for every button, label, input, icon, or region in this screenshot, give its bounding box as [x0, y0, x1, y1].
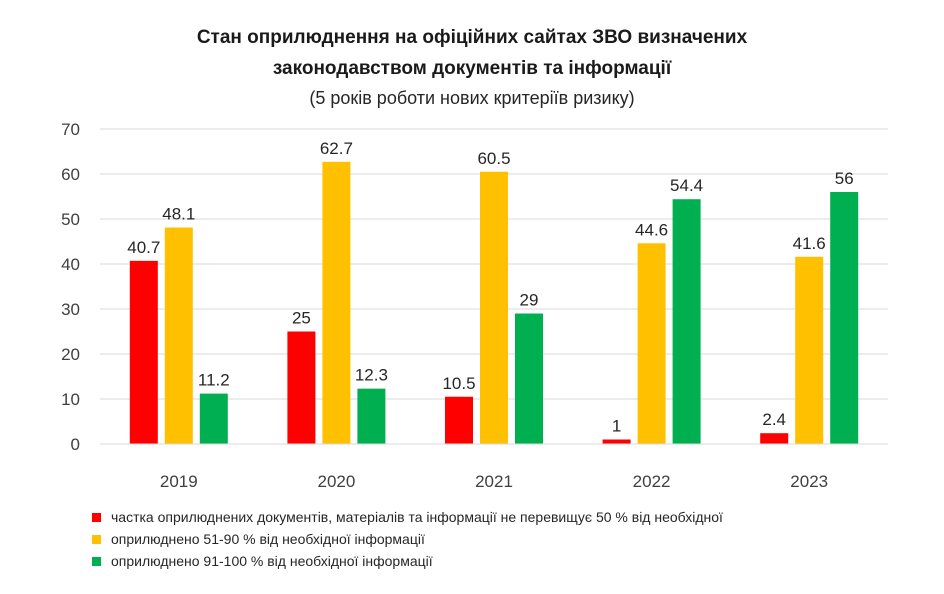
data-label: 40.7: [127, 238, 160, 257]
data-label: 54.4: [670, 176, 703, 195]
legend-label: частка оприлюднених документів, матеріал…: [111, 509, 723, 525]
bar: [322, 161, 351, 444]
x-tick-label: 2020: [317, 472, 355, 491]
bar: [164, 227, 193, 444]
chart-legend: частка оприлюднених документів, матеріал…: [92, 506, 723, 572]
data-label: 48.1: [162, 205, 195, 224]
legend-label: оприлюднено 91-100 % від необхідної інфо…: [111, 553, 433, 569]
data-label: 25: [292, 309, 311, 328]
data-label: 10.5: [442, 374, 475, 393]
bar: [637, 243, 666, 444]
data-label: 2.4: [762, 410, 786, 429]
legend-label: оприлюднено 51-90 % від необхідної інфор…: [111, 531, 425, 547]
bar: [795, 256, 824, 444]
y-tick-label: 60: [61, 165, 80, 184]
bar: [760, 433, 789, 444]
data-label: 29: [520, 291, 539, 310]
bar: [199, 393, 228, 444]
legend-swatch-yellow: [92, 534, 101, 544]
data-label: 11.2: [198, 371, 230, 390]
chart-title: Стан оприлюднення на офіційних сайтах ЗВ…: [0, 22, 944, 112]
legend-swatch-red: [92, 512, 101, 522]
y-tick-label: 20: [61, 345, 80, 364]
chart-title-line-1: Стан оприлюднення на офіційних сайтах ЗВ…: [196, 27, 748, 48]
bar: [515, 313, 543, 444]
data-label: 62.7: [320, 139, 353, 158]
y-tick-label: 40: [61, 255, 80, 274]
bar: [445, 396, 473, 444]
legend-item-91-100: оприлюднено 91-100 % від необхідної інфо…: [92, 550, 723, 572]
y-tick-label: 0: [71, 435, 80, 454]
data-label: 44.6: [635, 220, 668, 239]
bar: [357, 388, 386, 444]
legend-item-below-50: частка оприлюднених документів, матеріал…: [92, 506, 723, 528]
data-label: 12.3: [355, 366, 388, 385]
bar: [602, 439, 631, 444]
chart-subtitle: (5 років роботи нових критеріїв ризику): [309, 88, 635, 108]
bar: [672, 199, 701, 444]
y-tick-label: 10: [61, 390, 80, 409]
bar: [287, 331, 316, 444]
x-tick-label: 2021: [475, 472, 513, 491]
x-tick-label: 2022: [633, 472, 671, 491]
y-tick-label: 50: [61, 210, 80, 229]
y-tick-label: 70: [61, 120, 80, 139]
y-tick-label: 30: [61, 300, 80, 319]
data-label: 60.5: [477, 149, 510, 168]
data-label: 41.6: [793, 234, 826, 253]
chart-title-line-2: законодавством документів та інформації: [272, 58, 672, 79]
legend-swatch-green: [92, 556, 101, 566]
bar: [129, 260, 158, 444]
data-label: 1: [612, 417, 621, 436]
x-tick-label: 2023: [790, 472, 828, 491]
x-tick-label: 2019: [160, 472, 198, 491]
data-label: 56: [835, 169, 854, 188]
bar: [830, 192, 859, 444]
bar: [480, 171, 508, 444]
legend-item-51-90: оприлюднено 51-90 % від необхідної інфор…: [92, 528, 723, 550]
